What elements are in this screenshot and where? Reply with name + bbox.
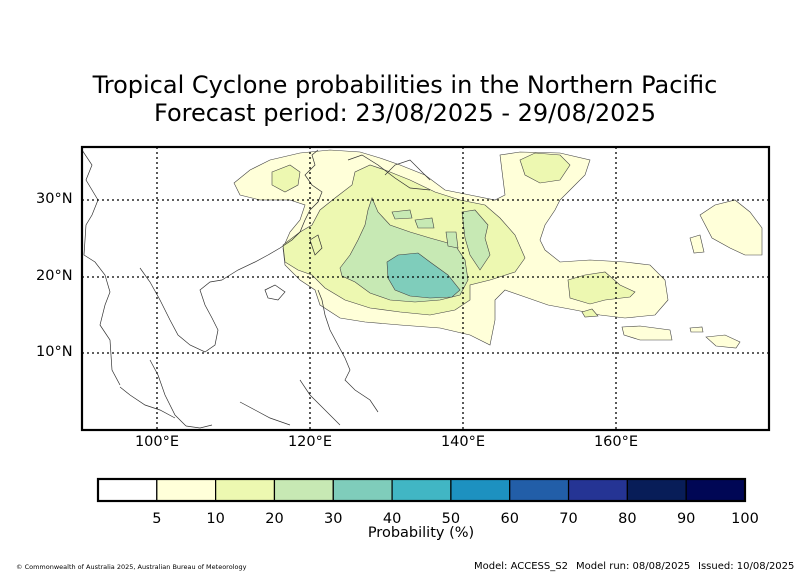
lon-label-100e: 100°E: [134, 434, 180, 450]
colorbar-tick-label: 20: [265, 511, 284, 527]
lat-label-20n: 20°N: [36, 268, 73, 284]
colorbar-tick-label: 100: [731, 511, 759, 527]
colorbar-tick-label: 90: [676, 511, 696, 527]
map-title: Tropical Cyclone probabilities in the No…: [92, 71, 718, 99]
prob-region-5-small-4: [689, 326, 704, 333]
colorbar-segment: [450, 478, 511, 502]
colorbar-frame: [96, 477, 747, 503]
map-frame: [80, 145, 771, 432]
prob-region-20-d: [414, 217, 435, 229]
colorbar-tick-label: 50: [441, 511, 461, 527]
prob-region-30: [386, 252, 461, 299]
coastlines: [82, 149, 431, 429]
prob-region-10-nw: [271, 164, 301, 193]
colorbar-segment: [156, 478, 217, 502]
lon-label-160e: 160°E: [593, 434, 639, 450]
prob-region-20-b: [461, 209, 491, 271]
colorbar-segment: [626, 478, 687, 502]
prob-region-5-small-3: [705, 334, 741, 349]
colorbar-segment: [332, 478, 393, 502]
issued-date: Issued: 10/08/2025: [698, 561, 795, 572]
model-run-date: Model run: 08/08/2025: [576, 561, 691, 572]
lat-label-10n: 10°N: [36, 344, 73, 360]
colorbar-segment: [509, 478, 570, 502]
colorbar-segment: [391, 478, 452, 502]
colorbar-segment: [215, 478, 276, 502]
prob-region-20-e: [445, 231, 459, 249]
prob-region-20-c: [391, 209, 413, 220]
model-name: Model: ACCESS_S2: [474, 561, 568, 572]
colorbar-tick-label: 30: [324, 511, 343, 527]
colorbar-tick-label: 40: [382, 511, 402, 527]
colorbar-tick-label: 70: [559, 511, 578, 527]
map-area: [82, 149, 763, 429]
colorbar-tick-label: 60: [500, 511, 519, 527]
colorbar: [96, 477, 747, 503]
colorbar-segment: [685, 478, 746, 502]
prob-region-5-east: [699, 199, 763, 256]
lat-label-30n: 30°N: [36, 191, 73, 207]
colorbar-label: Probability (%): [367, 525, 475, 541]
prob-region-5-small-2: [621, 325, 673, 341]
prob-region-10-small: [581, 308, 599, 318]
colorbar-segment: [567, 478, 628, 502]
colorbar-segment: [97, 478, 158, 502]
prob-region-10-east: [567, 271, 636, 305]
colorbar-tick-label: 5: [152, 511, 162, 527]
prob-region-5-small-1: [689, 234, 705, 254]
copyright-notice: © Commonwealth of Australia 2025, Austra…: [16, 563, 247, 571]
colorbar-tick-label: 10: [206, 511, 225, 527]
gridlines: [82, 147, 769, 430]
colorbar-tick-label: 80: [618, 511, 637, 527]
lon-label-120e: 120°E: [287, 434, 333, 450]
colorbar-segment: [273, 478, 334, 502]
prob-region-10-north: [519, 152, 571, 184]
lon-label-140e: 140°E: [440, 434, 486, 450]
forecast-period: Forecast period: 23/08/2025 - 29/08/2025: [154, 99, 656, 127]
